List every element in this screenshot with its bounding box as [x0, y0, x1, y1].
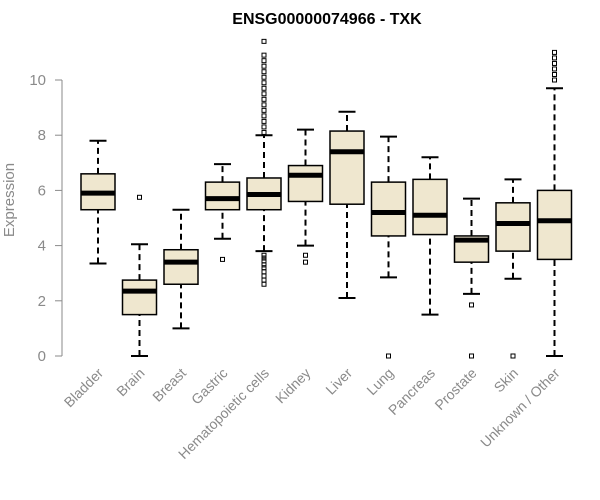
outlier-point — [261, 277, 267, 283]
outlier-point — [261, 252, 267, 258]
outlier-point — [261, 52, 267, 58]
outlier-point — [261, 91, 267, 97]
box-body — [204, 181, 241, 211]
outlier-point — [261, 255, 267, 261]
outlier-point — [261, 69, 267, 75]
box-kidney — [287, 128, 324, 265]
boxes — [80, 38, 573, 359]
box-hematopoietic-cells — [246, 38, 282, 287]
outlier-point — [469, 353, 474, 359]
y-tick-label: 0 — [38, 348, 46, 365]
outlier-point — [261, 85, 267, 91]
category-label: Breast — [149, 365, 189, 405]
box-body — [536, 189, 573, 261]
category-label: Brain — [113, 365, 147, 399]
box-pancreas — [412, 156, 448, 316]
outlier-point — [261, 102, 267, 108]
category-label: Kidney — [272, 365, 314, 407]
outlier-point — [552, 49, 557, 55]
outlier-point — [303, 259, 308, 265]
outlier-point — [261, 74, 267, 80]
outlier-point — [261, 262, 267, 268]
outlier-point — [303, 252, 308, 258]
box-body — [163, 248, 199, 285]
box-body — [287, 164, 324, 203]
box-bladder — [80, 139, 116, 265]
outlier-point — [510, 353, 516, 359]
y-tick-label: 4 — [38, 238, 46, 255]
outlier-point — [386, 353, 391, 359]
outlier-point — [261, 129, 267, 135]
outlier-point — [261, 107, 267, 113]
outlier-point — [552, 66, 557, 72]
y-tick-label: 8 — [38, 127, 46, 144]
outlier-point — [469, 302, 474, 308]
outlier-point — [261, 124, 267, 130]
category-label: Skin — [491, 365, 522, 396]
outlier-point — [552, 55, 557, 61]
box-brain — [121, 194, 158, 357]
category-label: Liver — [322, 365, 355, 398]
box-gastric — [204, 163, 241, 262]
y-tick-label: 2 — [38, 293, 46, 310]
outlier-point — [261, 281, 267, 287]
box-body — [412, 178, 448, 236]
outlier-point — [552, 71, 557, 77]
box-body — [329, 130, 365, 205]
outlier-point — [261, 113, 267, 119]
box-body — [370, 181, 407, 237]
box-body — [121, 279, 158, 316]
category-label: Bladder — [61, 365, 107, 411]
outlier-point — [261, 273, 267, 279]
outlier-point — [220, 256, 225, 262]
outlier-point — [261, 258, 267, 264]
category-label: Prostate — [431, 365, 479, 413]
outlier-point — [261, 265, 267, 271]
box-breast — [163, 208, 199, 330]
outlier-point — [261, 80, 267, 86]
outlier-point — [261, 58, 267, 64]
outlier-point — [261, 38, 267, 44]
box-lung — [370, 135, 407, 359]
outlier-point — [552, 77, 557, 83]
box-body — [495, 202, 531, 252]
outlier-point — [261, 63, 267, 69]
category-label: Unknown / Other — [477, 365, 563, 451]
outlier-point — [261, 96, 267, 102]
outlier-point — [552, 60, 557, 66]
box-prostate — [453, 197, 490, 359]
y-axis: 0 2 4 6 8 10 — [29, 72, 63, 365]
chart-title: ENSG00000074966 - TXK — [232, 11, 422, 28]
y-tick-label: 6 — [38, 182, 46, 199]
category-label: Lung — [363, 365, 396, 398]
box-liver — [329, 110, 365, 300]
outlier-point — [137, 194, 142, 200]
y-tick-label: 10 — [29, 72, 46, 89]
box-unknown-other — [536, 49, 573, 357]
y-axis-label: Expression — [1, 163, 18, 237]
box-skin — [495, 178, 531, 359]
outlier-point — [261, 118, 267, 124]
outlier-point — [261, 269, 267, 275]
